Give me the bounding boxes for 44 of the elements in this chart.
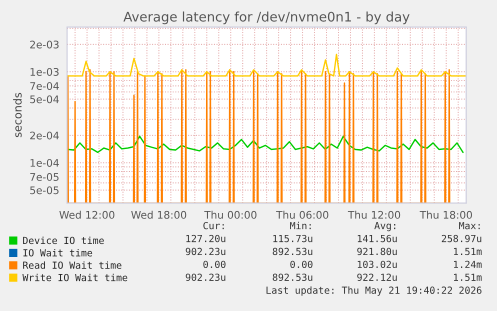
- text: 1.24m: [454, 260, 482, 268]
- text: Max:: [459, 222, 480, 230]
- y-tick-label: 5e-04: [30, 95, 59, 104]
- y-tick-label: 7e-04: [30, 82, 59, 90]
- text: Min:: [290, 222, 311, 230]
- line-series: [67, 136, 464, 154]
- text: 921.80u: [357, 248, 397, 256]
- y-axis-title: seconds: [13, 92, 22, 138]
- y-tick-label: 7e-05: [30, 173, 59, 181]
- x-tick-label: Wed 12:00: [59, 210, 114, 219]
- text: Avg:: [374, 222, 396, 232]
- y-tick-label: 2e-04: [30, 132, 59, 140]
- x-tick-label: Thu 00:00: [204, 210, 256, 219]
- line-series: [67, 54, 466, 77]
- text: 258.97u: [442, 234, 482, 242]
- line-series: [67, 69, 450, 204]
- text: 103.02u: [358, 260, 397, 268]
- x-tick-label: Thu 06:00: [276, 210, 328, 219]
- legend-label: IO Wait time: [23, 248, 92, 256]
- text: 1.51m: [454, 248, 482, 256]
- y-tick-label: 1e-04: [30, 158, 59, 167]
- text: 1.51m: [454, 274, 482, 281]
- text: 127.20u: [186, 234, 226, 242]
- legend-label: Device IO time: [23, 236, 104, 244]
- x-tick-label: Thu 18:00: [420, 210, 472, 219]
- text: 0.00: [290, 260, 312, 268]
- y-tick-label: 2e-03: [30, 40, 59, 48]
- text: 922.12u: [357, 274, 397, 281]
- y-tick-label: 5e-05: [30, 186, 59, 194]
- legend-label: Read IO Wait time: [23, 261, 122, 269]
- text: 141.56u: [358, 234, 397, 242]
- y-tick-label: 1e-03: [30, 68, 59, 76]
- text: Last update: Thu May 21 19:40:22 2026: [266, 286, 482, 296]
- x-tick-label: Thu 12:00: [348, 210, 400, 219]
- text: 892.53u: [272, 274, 312, 281]
- text: 0.00: [203, 260, 226, 268]
- text: 902.23u: [186, 274, 226, 281]
- text: 902.23u: [186, 248, 226, 256]
- text: Cur:: [203, 222, 224, 230]
- text: 115.73u: [273, 234, 312, 242]
- legend-label: Write IO Wait time: [22, 274, 128, 282]
- text: 892.53u: [272, 248, 312, 256]
- x-tick-label: Wed 18:00: [131, 210, 186, 219]
- chart-title: Average latency for /dev/nvme0n1 - by day: [123, 11, 410, 24]
